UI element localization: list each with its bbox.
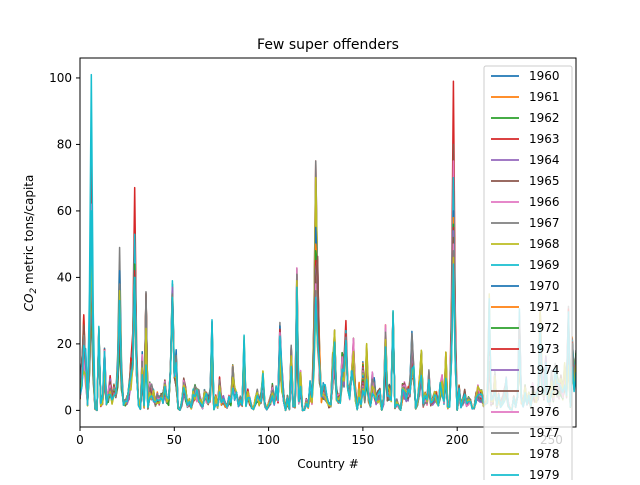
y-tick-label: 40 — [57, 270, 72, 284]
legend-label: 1966 — [529, 195, 560, 209]
x-tick-label: 150 — [351, 433, 374, 447]
y-axis: 0 20 40 60 80 100 — [49, 71, 80, 417]
legend-label: 1969 — [529, 258, 560, 272]
legend-label: 1975 — [529, 384, 560, 398]
legend: 1960 1961 1962 1963 1964 1965 1966 1967 1968 1969… — [483, 65, 573, 485]
legend-box — [483, 65, 573, 485]
legend-label: 1967 — [529, 216, 560, 230]
legend-label: 1970 — [529, 279, 560, 293]
legend-label: 1979 — [529, 468, 560, 480]
y-tick-label: 100 — [49, 71, 72, 85]
x-tick-label: 0 — [76, 433, 84, 447]
legend-label: 1976 — [529, 405, 560, 419]
y-tick-label: 80 — [57, 137, 72, 151]
y-axis-label-rest: metric tons/capita — [22, 175, 36, 288]
legend-label: 1965 — [529, 174, 560, 188]
legend-label: 1964 — [529, 153, 560, 167]
x-tick-label: 50 — [167, 433, 182, 447]
legend-label: 1978 — [529, 447, 560, 461]
axes-frame — [79, 57, 577, 428]
legend-label: 1968 — [529, 237, 560, 251]
y-tick-label: 20 — [57, 337, 72, 351]
x-tick-label: 100 — [257, 433, 280, 447]
y-axis-label-base: CO — [22, 294, 36, 312]
legend-label: 1972 — [529, 321, 560, 335]
legend-label: 1962 — [529, 111, 560, 125]
x-axis-label: Country # — [297, 457, 359, 471]
legend-label: 1974 — [529, 363, 560, 377]
y-tick-label: 0 — [64, 403, 72, 417]
legend-label: 1960 — [529, 69, 560, 83]
y-axis-label-subscript: 2 — [29, 288, 39, 294]
x-tick-label: 200 — [446, 433, 469, 447]
legend-label: 1963 — [529, 132, 560, 146]
y-axis-label: CO2 metric tons/capita — [22, 175, 39, 312]
y-tick-label: 60 — [57, 204, 72, 218]
chart-title: Few super offenders — [257, 37, 399, 53]
legend-label: 1961 — [529, 90, 560, 104]
legend-label: 1977 — [529, 426, 560, 440]
legend-label: 1971 — [529, 300, 560, 314]
legend-label: 1973 — [529, 342, 560, 356]
